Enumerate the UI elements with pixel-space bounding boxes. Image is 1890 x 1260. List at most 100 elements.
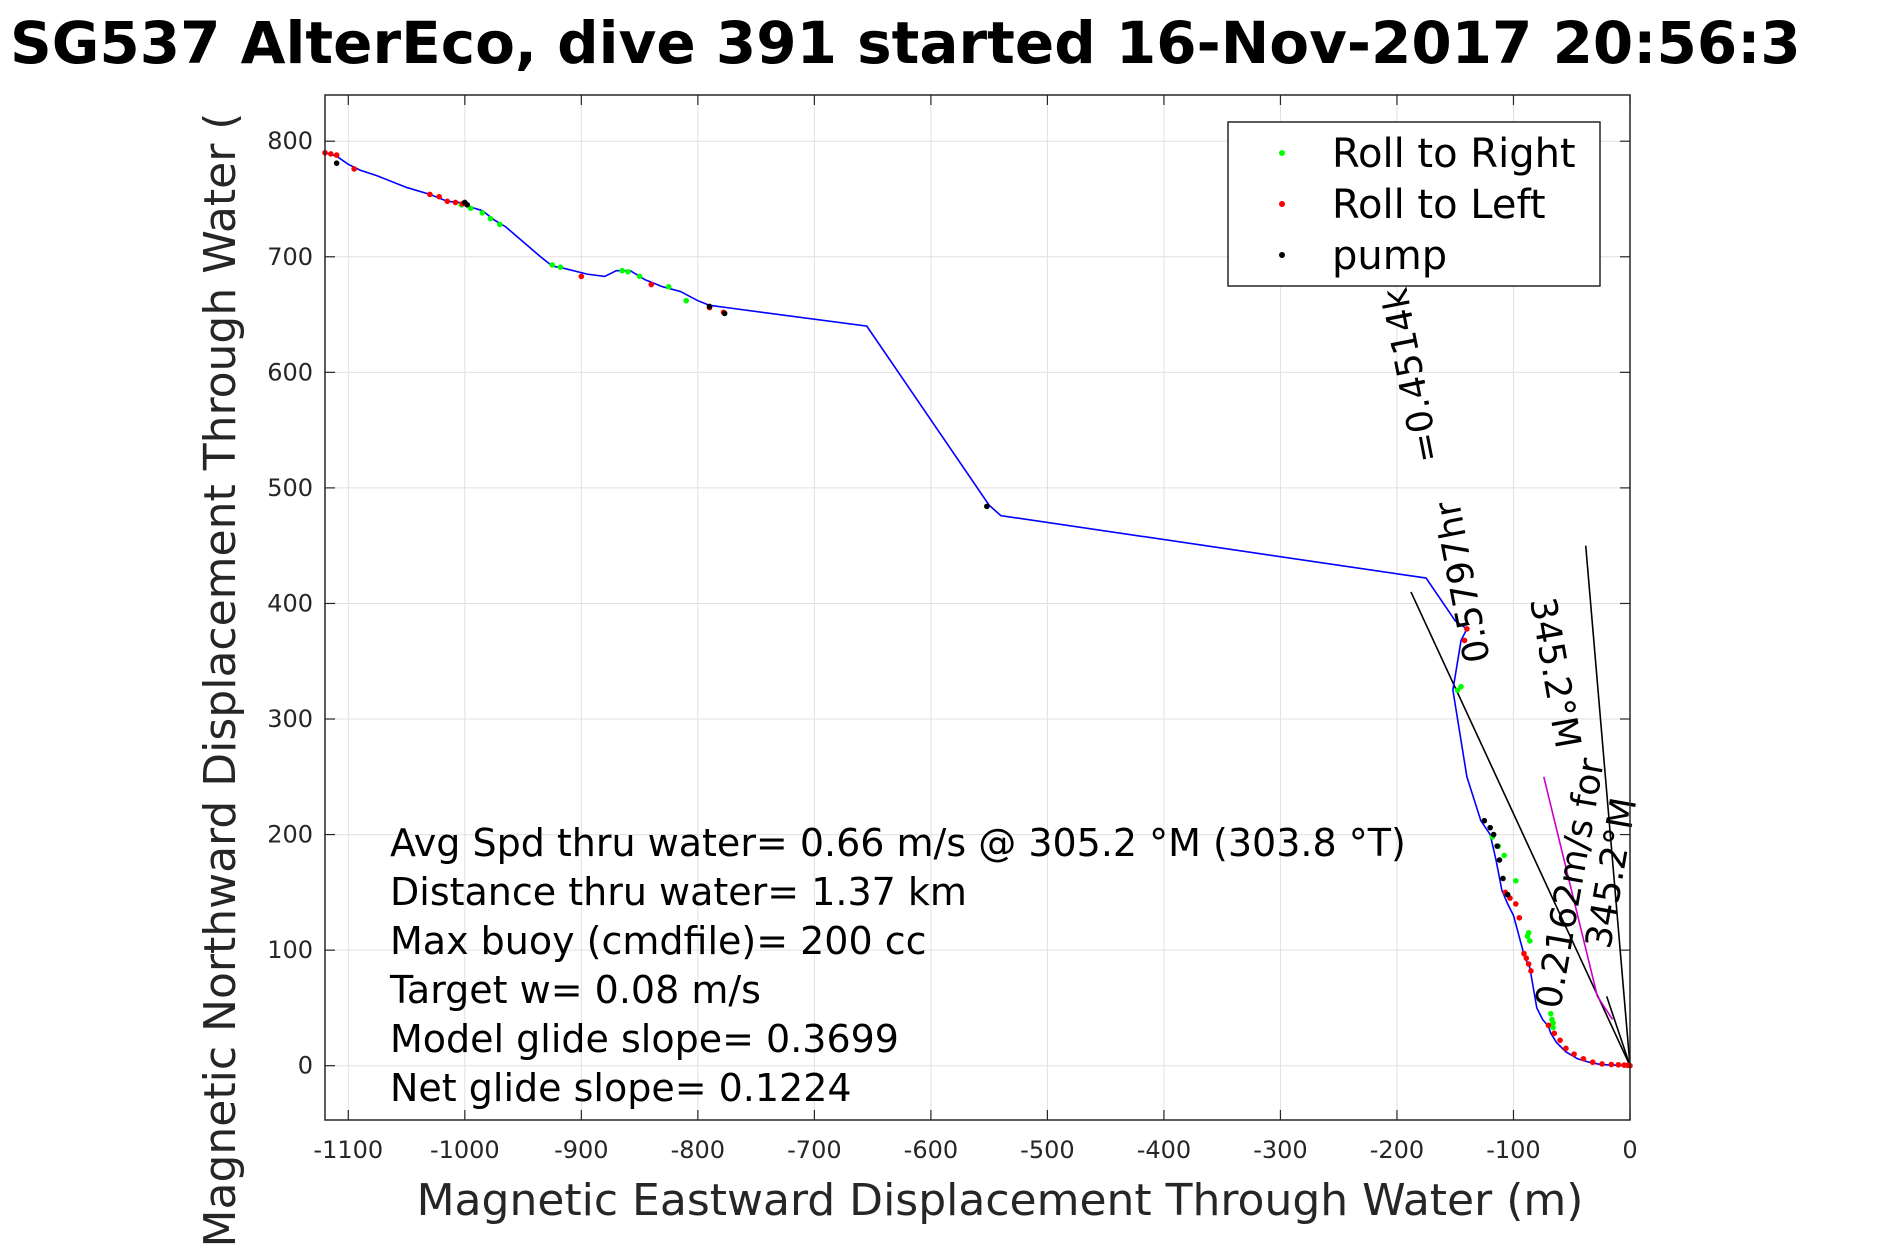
x-axis-label: Magnetic Eastward Displacement Through W… bbox=[417, 1175, 1584, 1226]
x-tick-label: -900 bbox=[554, 1136, 608, 1164]
roll-left-point bbox=[1513, 901, 1519, 907]
roll-right-point bbox=[619, 267, 625, 274]
annotation-line: Avg Spd thru water= 0.66 m/s @ 305.2 °M … bbox=[390, 821, 1406, 865]
roll-left-point bbox=[1563, 1045, 1569, 1052]
roll-left-point bbox=[427, 191, 433, 198]
pump-point bbox=[1500, 875, 1506, 882]
roll-left-point bbox=[578, 273, 585, 280]
roll-left-point bbox=[1551, 1030, 1558, 1037]
roll-right-point bbox=[1526, 938, 1533, 944]
x-tick-label: -400 bbox=[1137, 1136, 1191, 1164]
pump-point bbox=[721, 310, 728, 317]
roll-right-point bbox=[1501, 852, 1507, 859]
roll-left-point bbox=[1516, 914, 1523, 921]
y-tick-label: 800 bbox=[267, 127, 313, 155]
pump-point bbox=[464, 201, 470, 208]
roll-left-point bbox=[1523, 955, 1530, 962]
y-tick-label: 600 bbox=[267, 358, 313, 386]
roll-right-point bbox=[479, 210, 486, 216]
y-tick-label: 0 bbox=[298, 1052, 313, 1080]
roll-left-point bbox=[1589, 1059, 1596, 1066]
pump-point bbox=[333, 160, 340, 166]
roll-left-point bbox=[1521, 950, 1527, 957]
roll-right-point bbox=[636, 273, 643, 280]
legend-marker bbox=[1279, 252, 1285, 258]
roll-left-point bbox=[648, 281, 655, 288]
pump-point bbox=[1496, 857, 1503, 863]
roll-right-point bbox=[665, 284, 672, 290]
x-tick-label: -800 bbox=[671, 1136, 725, 1164]
roll-left-point bbox=[1545, 1022, 1552, 1029]
roll-left-point bbox=[436, 193, 442, 200]
annotation-line: Model glide slope= 0.3699 bbox=[390, 1017, 899, 1061]
roll-right-point bbox=[496, 221, 503, 228]
stats-annotations: Avg Spd thru water= 0.66 m/s @ 305.2 °M … bbox=[389, 821, 1406, 1110]
roll-right-point bbox=[625, 269, 631, 275]
y-tick-label: 400 bbox=[267, 589, 313, 617]
roll-right-point bbox=[467, 205, 474, 212]
roll-left-point bbox=[1464, 626, 1470, 632]
x-tick-label: -1100 bbox=[313, 1136, 383, 1164]
x-tick-label: -100 bbox=[1486, 1136, 1540, 1164]
vector-line bbox=[1410, 591, 1631, 1067]
annotation-line: Max buoy (cmdfile)= 200 cc bbox=[390, 919, 927, 963]
chart-title: SG537 AlterEco, dive 391 started 16-Nov-… bbox=[10, 9, 1801, 77]
x-tick-label: -1000 bbox=[430, 1136, 500, 1164]
roll-left-point bbox=[452, 199, 459, 206]
roll-left-point bbox=[328, 151, 334, 157]
annotation-line: Target w= 0.08 m/s bbox=[389, 968, 761, 1012]
x-tick-label: -300 bbox=[1253, 1136, 1307, 1164]
pump-point bbox=[706, 303, 713, 310]
roll-left-point bbox=[1461, 637, 1468, 644]
pump-point bbox=[1494, 843, 1500, 849]
y-tick-label: 100 bbox=[267, 936, 313, 964]
x-tick-label: -700 bbox=[787, 1136, 841, 1164]
roll-left-point bbox=[1615, 1061, 1622, 1068]
pump-point bbox=[1487, 824, 1493, 831]
pump-point bbox=[1504, 891, 1511, 898]
roll-left-point bbox=[444, 198, 451, 205]
roll-left-point bbox=[1580, 1055, 1587, 1062]
x-tick-label: -600 bbox=[904, 1136, 958, 1164]
x-tick-label: -500 bbox=[1020, 1136, 1074, 1164]
legend-marker bbox=[1279, 150, 1285, 156]
roll-right-point bbox=[549, 262, 556, 268]
y-tick-label: 300 bbox=[267, 705, 313, 733]
pump-point bbox=[984, 503, 990, 510]
roll-right-point bbox=[1550, 1024, 1556, 1031]
legend-marker bbox=[1279, 201, 1285, 207]
roll-right-point bbox=[1547, 1010, 1554, 1017]
roll-right-point bbox=[1454, 687, 1461, 693]
legend-box bbox=[1227, 121, 1601, 287]
x-tick-label: -200 bbox=[1370, 1136, 1424, 1164]
roll-right-point bbox=[1550, 1020, 1556, 1026]
plot-frame bbox=[324, 94, 1631, 1121]
roll-right-point bbox=[557, 264, 564, 270]
roll-right-point bbox=[1525, 929, 1532, 936]
y-tick-label: 700 bbox=[267, 243, 313, 271]
roll-left-point bbox=[333, 152, 340, 158]
roll-right-point bbox=[683, 297, 690, 304]
roll-left-point bbox=[1557, 1037, 1563, 1044]
y-tick-label: 500 bbox=[267, 474, 313, 502]
legend-label: pump bbox=[1332, 233, 1447, 279]
annotation-line: Distance thru water= 1.37 km bbox=[390, 870, 967, 914]
vector-line bbox=[1605, 996, 1631, 1066]
legend-label: Roll to Right bbox=[1332, 131, 1576, 177]
pump-point bbox=[1490, 831, 1497, 838]
roll-right-point bbox=[1513, 877, 1519, 884]
annotation-line: Net glide slope= 0.1224 bbox=[390, 1066, 852, 1110]
roll-left-point bbox=[351, 166, 357, 172]
pump-point bbox=[1481, 817, 1488, 824]
x-tick-label: 0 bbox=[1622, 1136, 1637, 1164]
legend-label: Roll to Left bbox=[1332, 182, 1546, 228]
roll-left-point bbox=[1599, 1061, 1605, 1067]
magenta-track bbox=[1542, 776, 1614, 1020]
roll-left-point bbox=[1608, 1061, 1615, 1068]
y-tick-label: 200 bbox=[267, 821, 313, 849]
roll-left-point bbox=[1525, 961, 1532, 967]
legend: Roll to Right Roll to Left pump bbox=[1227, 121, 1601, 287]
roll-right-point bbox=[487, 215, 494, 222]
y-axis-label: Magnetic Northward Displacement Through … bbox=[195, 113, 246, 1248]
